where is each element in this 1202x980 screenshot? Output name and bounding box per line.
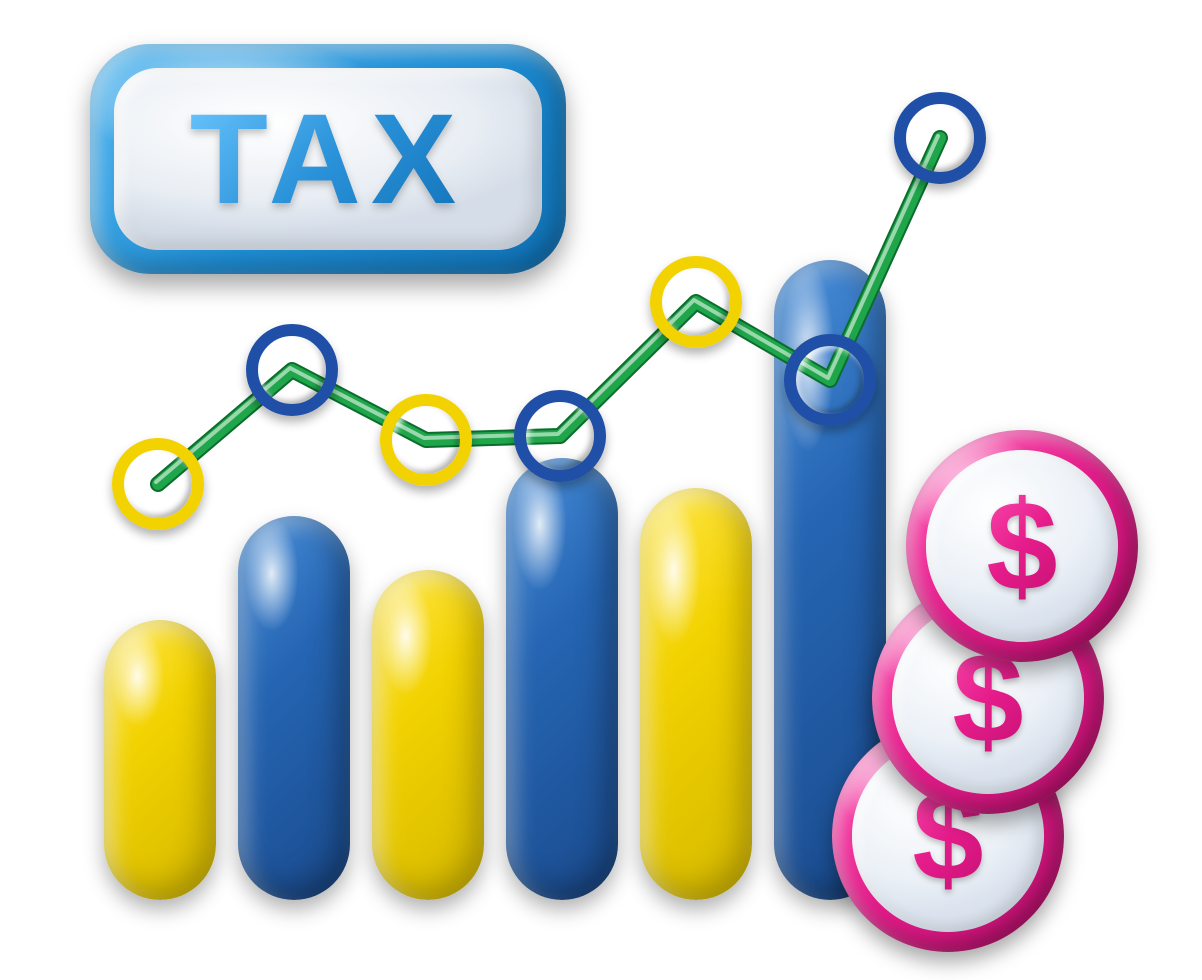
trend-marker <box>246 324 338 416</box>
trend-marker <box>112 438 204 530</box>
trend-marker <box>784 334 876 426</box>
tax-badge: TAX <box>90 44 566 274</box>
tax-label: TAX <box>190 86 467 233</box>
trend-marker <box>650 256 742 348</box>
bar <box>372 570 484 900</box>
dollar-icon: $ <box>986 473 1057 620</box>
coin-face: $ <box>926 450 1118 642</box>
bar <box>640 488 752 900</box>
trend-marker <box>514 390 606 482</box>
trend-marker <box>894 92 986 184</box>
bar <box>506 458 618 900</box>
trend-marker <box>380 394 472 486</box>
bar <box>238 516 350 900</box>
dollar-coin: $ <box>906 430 1138 662</box>
bar <box>104 620 216 900</box>
tax-infographic: $$$ TAX <box>0 0 1202 980</box>
